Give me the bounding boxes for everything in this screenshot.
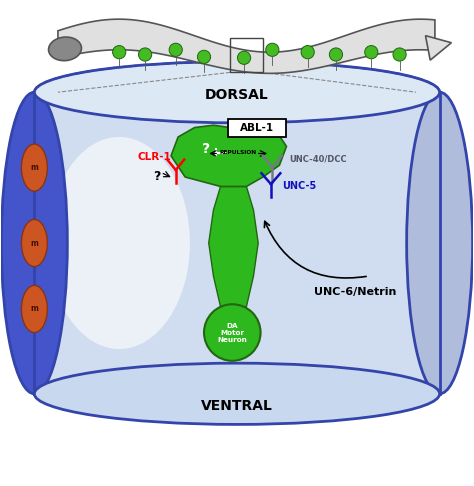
Text: UNC-40/DCC: UNC-40/DCC — [289, 155, 346, 164]
Text: ABL-1: ABL-1 — [240, 122, 274, 133]
Ellipse shape — [21, 144, 47, 191]
Text: ?: ? — [202, 142, 210, 156]
Circle shape — [365, 46, 378, 59]
Bar — [230, 38, 263, 72]
Text: VENTRAL: VENTRAL — [201, 399, 273, 413]
Bar — [35, 92, 439, 394]
Text: UNC-5: UNC-5 — [282, 181, 316, 191]
Text: CLR-1: CLR-1 — [137, 152, 172, 162]
Circle shape — [237, 51, 251, 65]
Circle shape — [393, 48, 406, 61]
Polygon shape — [58, 19, 435, 73]
Text: DORSAL: DORSAL — [205, 87, 269, 102]
Text: m: m — [30, 304, 38, 313]
FancyBboxPatch shape — [228, 119, 286, 137]
Text: DA
Motor
Neuron: DA Motor Neuron — [218, 323, 247, 343]
Ellipse shape — [21, 285, 47, 332]
Ellipse shape — [35, 363, 439, 424]
Text: REPULSION: REPULSION — [219, 150, 256, 155]
Circle shape — [197, 50, 210, 64]
Circle shape — [204, 304, 261, 361]
Circle shape — [329, 48, 343, 61]
Text: UNC-6/Netrin: UNC-6/Netrin — [314, 288, 396, 297]
Ellipse shape — [21, 220, 47, 266]
Circle shape — [301, 46, 314, 59]
Ellipse shape — [1, 92, 67, 394]
Polygon shape — [426, 35, 451, 60]
Text: m: m — [30, 163, 38, 172]
Polygon shape — [209, 187, 258, 307]
Text: m: m — [30, 239, 38, 247]
Ellipse shape — [35, 62, 439, 123]
Ellipse shape — [407, 92, 473, 394]
Text: ?: ? — [153, 170, 161, 183]
Circle shape — [169, 43, 182, 56]
Polygon shape — [171, 125, 286, 187]
Circle shape — [138, 48, 152, 61]
Circle shape — [266, 43, 279, 56]
Ellipse shape — [48, 37, 82, 61]
Ellipse shape — [48, 137, 190, 349]
Circle shape — [113, 46, 126, 59]
